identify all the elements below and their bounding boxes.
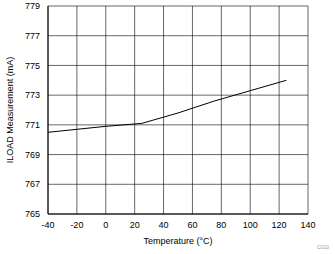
svg-text:775: 775 <box>25 61 40 71</box>
svg-text:777: 777 <box>25 31 40 41</box>
svg-text:80: 80 <box>216 220 226 230</box>
svg-text:40: 40 <box>159 220 169 230</box>
svg-text:120: 120 <box>272 220 287 230</box>
svg-text:140: 140 <box>300 220 315 230</box>
svg-text:765: 765 <box>25 209 40 219</box>
svg-text:ILOAD Measurement (mA): ILOAD Measurement (mA) <box>8 57 15 164</box>
html-text:C010: C010 <box>317 244 329 250</box>
svg-text:Temperature (°C): Temperature (°C) <box>143 236 212 246</box>
svg-text:100: 100 <box>243 220 258 230</box>
svg-text:767: 767 <box>25 179 40 189</box>
svg-text:-40: -40 <box>41 220 54 230</box>
svg-text:-20: -20 <box>70 220 83 230</box>
svg-text:773: 773 <box>25 90 40 100</box>
svg-text:769: 769 <box>25 150 40 160</box>
svg-text:771: 771 <box>25 120 40 130</box>
svg-text:779: 779 <box>25 1 40 11</box>
svg-text:0: 0 <box>103 220 108 230</box>
svg-text:60: 60 <box>187 220 197 230</box>
svg-text:20: 20 <box>130 220 140 230</box>
